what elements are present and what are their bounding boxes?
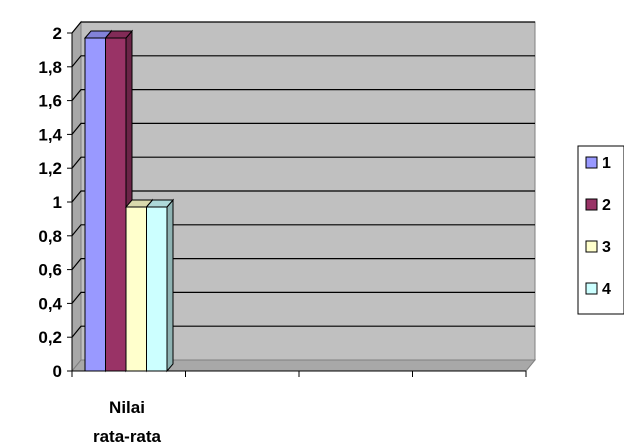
bar-front (84, 37, 106, 372)
gridlines (71, 21, 535, 338)
legend-label-4: 4 (602, 281, 611, 298)
gridline (71, 122, 535, 135)
bar-series-2 (104, 29, 134, 373)
gridline (71, 21, 535, 34)
legend: 1 2 3 4 (577, 145, 624, 315)
legend-label-2: 2 (602, 197, 611, 214)
legend-box (577, 145, 624, 315)
bar-top (104, 30, 134, 39)
bar-front (105, 37, 127, 372)
legend-swatch-1 (585, 156, 598, 169)
y-tick-label: 1,6 (38, 92, 62, 111)
x-category-labels: Nilai rata-rata (93, 398, 162, 446)
bar-front (146, 206, 168, 372)
y-tick-label: 1,4 (38, 125, 62, 144)
gridline (71, 156, 535, 169)
legend-label-3: 3 (602, 239, 611, 256)
gridline (71, 325, 535, 338)
category-label-line-1: Nilai (109, 398, 145, 417)
y-tick-label: 0,4 (38, 294, 62, 313)
y-tick-label: 1 (53, 193, 62, 212)
gridline (71, 55, 535, 68)
category-label-line-2: rata-rata (93, 427, 162, 446)
legend-swatch-4 (585, 282, 598, 295)
gridline (71, 291, 535, 304)
legend-swatch-2 (585, 198, 598, 211)
bar-side (166, 198, 174, 373)
y-tick-label: 1,8 (38, 58, 62, 77)
y-tick-label: 0 (53, 362, 62, 381)
gridline (71, 88, 535, 101)
gridline (71, 224, 535, 237)
legend-swatch-3 (585, 240, 598, 253)
gridline (71, 258, 535, 270)
y-tick-label: 2 (53, 24, 62, 43)
y-tick-label: 1,2 (38, 159, 62, 178)
y-tick-label: 0,2 (38, 328, 62, 347)
y-tick-label: 0,8 (38, 227, 62, 246)
legend-label-1: 1 (602, 155, 611, 172)
y-tick-label: 0,6 (38, 261, 62, 280)
bar-top (145, 199, 175, 208)
bars (83, 29, 175, 373)
bar-front (125, 206, 147, 372)
bar-series-4 (145, 198, 175, 373)
gridline (71, 190, 535, 203)
y-tick-labels: 0 0,2 0,4 0,6 0,8 1 1,2 1,4 1,6 1,8 2 (38, 24, 62, 381)
